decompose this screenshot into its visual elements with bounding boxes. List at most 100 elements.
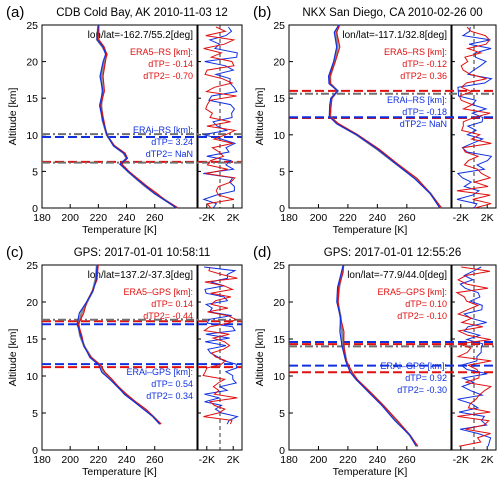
diff-era5 <box>456 26 492 209</box>
plot-frame <box>41 24 198 209</box>
annotation-era5: dTP= 0.10 <box>405 299 447 309</box>
y-tick-label: 20 <box>273 297 285 309</box>
annotation-erai: dTP= 0.92 <box>405 373 447 383</box>
panel-title: GPS: 2017-01-01 10:58:11 <box>74 247 211 259</box>
y-tick-label: 10 <box>273 130 285 142</box>
annotation-erai: dTP2= 0.34 <box>146 391 193 401</box>
x-axis-label: Temperature [K] <box>82 224 157 236</box>
diff-x-tick-label: -2K <box>453 212 469 224</box>
panel-a: (a) CDB Cold Bay, AK 2010-11-03 12 0 5 10 15 2… <box>6 4 243 236</box>
x-tick-label: 220 <box>90 454 108 466</box>
x-axis-label: Temperature [K] <box>333 224 408 236</box>
x-tick-label: 200 <box>61 212 79 224</box>
coord-label: lon/lat=137.2/-37.3[deg] <box>88 270 194 281</box>
diff-era5 <box>455 266 493 447</box>
y-tick-label: 15 <box>273 334 285 346</box>
panel-label: (d) <box>253 244 271 261</box>
coord-label: lon/lat=-77.9/44.0[deg] <box>347 270 447 281</box>
x-tick-label: 180 <box>33 212 51 224</box>
diff-era5 <box>203 26 237 209</box>
annotation-erai: dTP= 0.54 <box>151 379 193 389</box>
diff-x-tick-label: -2K <box>199 212 215 224</box>
y-tick-label: 0 <box>279 203 285 215</box>
x-tick-label: 240 <box>118 212 136 224</box>
profile-erai <box>96 24 177 209</box>
y-tick-label: 20 <box>273 57 285 69</box>
diff-x-tick-label: 2K <box>227 212 240 224</box>
y-tick-label: 15 <box>273 93 285 105</box>
panel-title: CDB Cold Bay, AK 2010-11-03 12 <box>56 7 228 19</box>
panel-label: (b) <box>253 4 271 21</box>
x-tick-label: 260 <box>398 454 416 466</box>
profile-erai <box>76 264 160 425</box>
x-tick-label: 240 <box>369 212 387 224</box>
y-tick-label: 0 <box>279 445 285 457</box>
y-tick-label: 0 <box>32 445 38 457</box>
y-tick-label: 15 <box>26 334 38 346</box>
diff-x-tick-label: 2K <box>227 454 240 466</box>
coord-label: lon/lat=-162.7/55.2[deg] <box>88 30 194 41</box>
diff-x-tick-label: -2K <box>199 454 215 466</box>
annotation-era5: dTP= -0.12 <box>402 59 447 69</box>
y-tick-label: 20 <box>26 297 38 309</box>
x-tick-label: 180 <box>33 454 51 466</box>
x-tick-label: 240 <box>369 454 387 466</box>
panel-c: (c) GPS: 2017-01-01 10:58:11 0 5 10 15 20 25 180… <box>6 244 243 478</box>
annotation-erai: dTP2= -0.30 <box>397 385 447 395</box>
profile-erai <box>327 24 441 209</box>
plot-frame <box>41 264 198 451</box>
y-axis-label: Altitude [km] <box>7 329 19 387</box>
annotation-era5: ERA5–GPS [km]: <box>123 287 193 297</box>
x-tick-label: 240 <box>118 454 136 466</box>
panel-title: GPS: 2017-01-01 12:55:26 <box>324 247 461 259</box>
x-tick-label: 220 <box>339 454 357 466</box>
x-tick-label: 200 <box>310 212 328 224</box>
x-tick-label: 220 <box>339 212 357 224</box>
annotation-era5: dTP2= -0.10 <box>397 311 447 321</box>
y-tick-label: 10 <box>273 371 285 383</box>
annotation-erai: dTP= 3.24 <box>151 137 193 147</box>
y-tick-label: 25 <box>273 20 285 32</box>
panel-b: (b) NKX San Diego, CA 2010-02-26 00 0 5 10 15… <box>253 4 497 236</box>
y-tick-label: 10 <box>26 371 38 383</box>
x-tick-label: 200 <box>61 454 79 466</box>
y-tick-label: 25 <box>273 260 285 272</box>
profile-era5 <box>329 24 443 209</box>
x-tick-label: 220 <box>90 212 108 224</box>
y-axis-label: Altitude [km] <box>254 329 266 387</box>
annotation-era5: dTP2= -0.70 <box>143 71 193 81</box>
diff-x-tick-label: -2K <box>453 454 469 466</box>
x-tick-label: 260 <box>398 212 416 224</box>
profile-erai <box>336 264 417 447</box>
x-tick-label: 180 <box>280 212 298 224</box>
annotation-erai: ERAi–GPS [km]: <box>126 367 193 377</box>
y-tick-label: 25 <box>26 260 38 272</box>
annotation-era5: dTP2= 0.36 <box>400 71 447 81</box>
y-axis-label: Altitude [km] <box>7 88 19 146</box>
panel-label: (a) <box>6 4 24 21</box>
annotation-era5: dTP2= -0.44 <box>143 311 193 321</box>
y-tick-label: 5 <box>279 408 285 420</box>
panel-d: (d) GPS: 2017-01-01 12:55:26 0 5 10 15 20 25 180… <box>253 244 497 478</box>
x-tick-label: 200 <box>310 454 328 466</box>
x-tick-label: 260 <box>146 212 164 224</box>
annotation-era5: dTP= -0.14 <box>148 59 193 69</box>
panel-label: (c) <box>6 244 24 261</box>
x-axis-label: Temperature [K] <box>333 466 408 478</box>
y-tick-label: 25 <box>26 20 38 32</box>
y-tick-label: 0 <box>32 203 38 215</box>
x-axis-label: Temperature [K] <box>82 466 157 478</box>
y-tick-label: 5 <box>279 166 285 178</box>
diff-x-tick-label: 2K <box>481 454 494 466</box>
annotation-erai: dTP2= NaN <box>146 149 193 159</box>
annotation-erai: ERAi–RS [km]: <box>387 95 447 105</box>
y-tick-label: 20 <box>26 57 38 69</box>
y-tick-label: 10 <box>26 130 38 142</box>
y-tick-label: 15 <box>26 93 38 105</box>
coord-label: lon/lat=-117.1/32.8[deg] <box>342 30 447 41</box>
annotation-era5: ERA5–GPS [km]: <box>377 287 447 297</box>
y-tick-label: 5 <box>32 408 38 420</box>
panel-title: NKX San Diego, CA 2010-02-26 00 <box>302 7 482 19</box>
diff-erai <box>457 266 492 447</box>
